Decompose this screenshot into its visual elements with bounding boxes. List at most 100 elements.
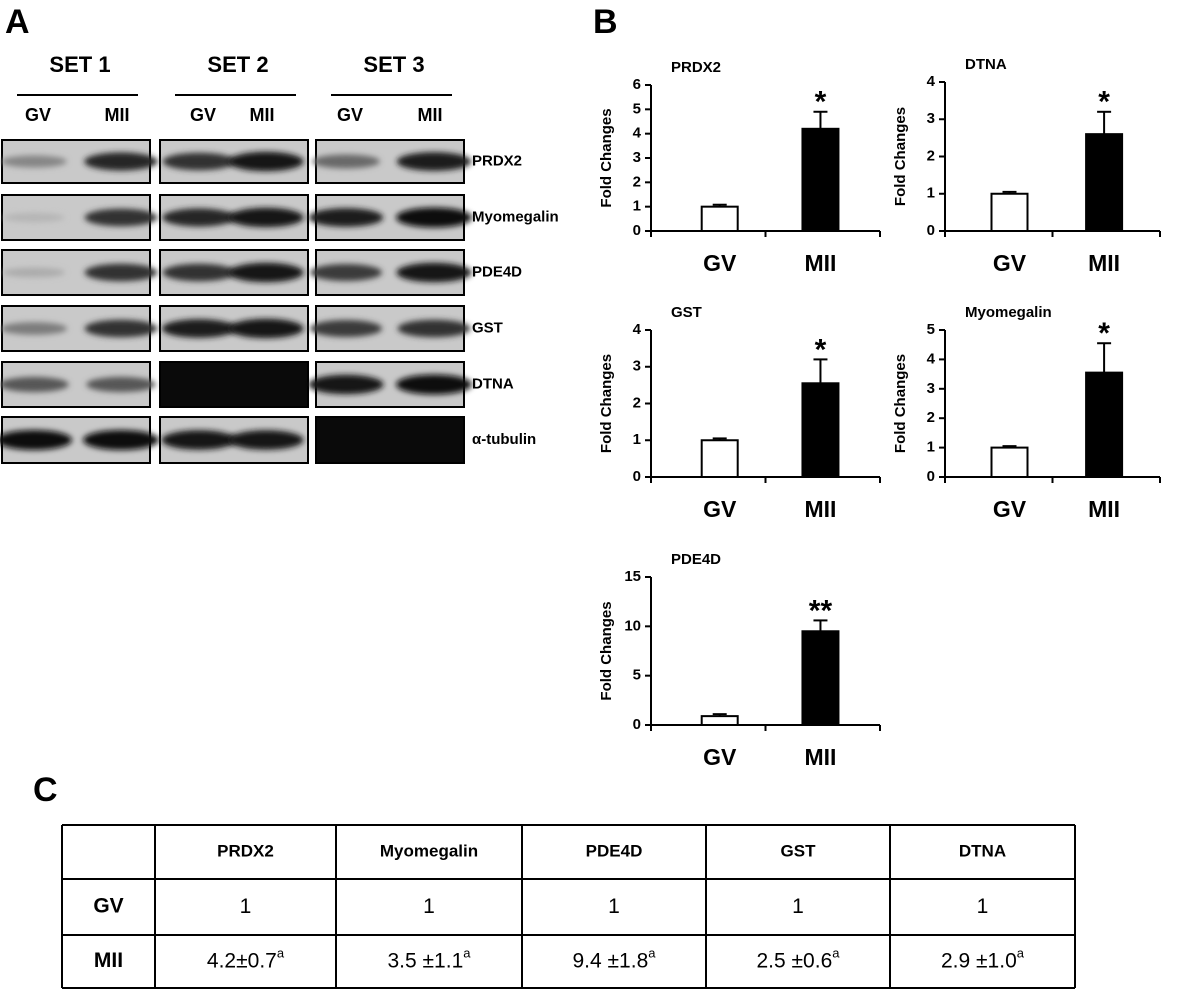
y-axis-label: Fold Changes [892,354,909,453]
bar [990,446,1029,479]
x-tick-label: GV [703,250,737,276]
table-cell: 1 [977,895,989,918]
y-tick-label: 5 [633,667,641,684]
chart-title: GST [671,304,702,321]
bar [1085,133,1124,232]
blot-band [84,319,158,338]
column-header: PRDX2 [217,841,274,860]
blot-band [397,319,471,338]
panel-label: C [33,771,58,809]
blot-band [228,262,304,283]
y-tick-label: 0 [633,468,641,485]
bar [801,382,840,479]
x-tick-label: MII [1088,250,1120,276]
table-cell: 2.9 ±1.0a [941,946,1025,972]
x-tick-label: MII [804,496,836,522]
y-tick-label: 4 [927,350,936,367]
blot-band [310,264,382,281]
y-tick-label: 0 [633,716,641,733]
y-axis-label: Fold Changes [892,107,909,206]
blot-band [86,376,156,393]
cell-value: 2.5 ±0.6 [757,949,833,972]
y-tick-label: 1 [633,198,641,215]
cell-value: 1 [608,895,620,918]
x-tick-label: GV [703,744,737,770]
y-tick-label: 4 [633,321,642,338]
y-tick-label: 1 [927,185,935,202]
significance-mark: * [815,86,827,119]
blot-panel [159,361,309,408]
table-cell: 1 [792,895,804,918]
bar [801,127,840,232]
blot-band [84,263,158,282]
cell-superscript: a [832,946,840,961]
cell-superscript: a [648,946,656,961]
blot-band [228,151,304,172]
column-header: GST [781,841,817,860]
significance-mark: * [815,333,827,366]
x-tick-label: MII [804,250,836,276]
x-tick-label: MII [1088,496,1120,522]
lane-label: MII [105,105,130,125]
table-cell: 9.4 ±1.8a [573,946,657,972]
lane-label: MII [250,105,275,125]
y-tick-label: 3 [927,110,935,127]
blot-band [0,376,69,393]
blot-band [308,374,384,395]
bar [990,192,1029,232]
blot-band [308,208,384,227]
cell-value: 1 [240,895,252,918]
y-tick-label: 5 [633,100,641,117]
blot-band [161,430,237,450]
blot-band [396,152,472,171]
y-axis-label: Fold Changes [598,601,615,700]
row-label: DTNA [472,375,514,392]
blot-band [83,430,159,450]
bar [801,630,840,726]
blot-panel [315,416,465,464]
set-title: SET 2 [207,52,268,77]
blot-band [0,322,68,335]
significance-mark: ** [809,594,833,627]
blot-band [396,262,472,283]
blot-band [396,374,472,395]
y-tick-label: 3 [633,149,641,166]
blot-band [228,318,304,339]
bar [700,439,739,478]
table-cell: 3.5 ±1.1a [388,946,472,972]
cell-value: 3.5 ±1.1 [388,949,464,972]
panel-label: A [5,3,30,41]
y-tick-label: 6 [633,76,641,93]
blot-band [0,430,72,450]
row-label: GST [472,319,503,336]
panel-label: B [593,3,618,41]
y-tick-label: 0 [927,222,935,239]
cell-superscript: a [277,946,285,961]
x-tick-label: GV [703,496,737,522]
column-header: PDE4D [586,841,643,860]
lane-label: MII [418,105,443,125]
bar [700,715,739,726]
cell-value: 2.9 ±1.0 [941,949,1017,972]
y-tick-label: 0 [927,468,935,485]
blot-band [3,212,65,223]
chart-title: DTNA [965,56,1007,73]
y-tick-label: 4 [927,73,936,90]
chart-title: PRDX2 [671,59,721,76]
y-tick-label: 5 [927,321,935,338]
blot-band [396,207,472,228]
y-tick-label: 4 [633,125,642,142]
y-tick-label: 15 [624,568,641,585]
blot-band [162,208,236,227]
cell-value: 4.2±0.7 [207,949,277,972]
chart-title: Myomegalin [965,304,1052,321]
cell-value: 1 [977,895,989,918]
cell-superscript: a [1017,946,1025,961]
blot-band [161,319,237,338]
significance-mark: * [1098,86,1110,119]
blot-band [1,155,67,168]
table-cell: 4.2±0.7a [207,946,285,972]
table-cell: 1 [423,895,435,918]
set-title: SET 1 [49,52,110,77]
